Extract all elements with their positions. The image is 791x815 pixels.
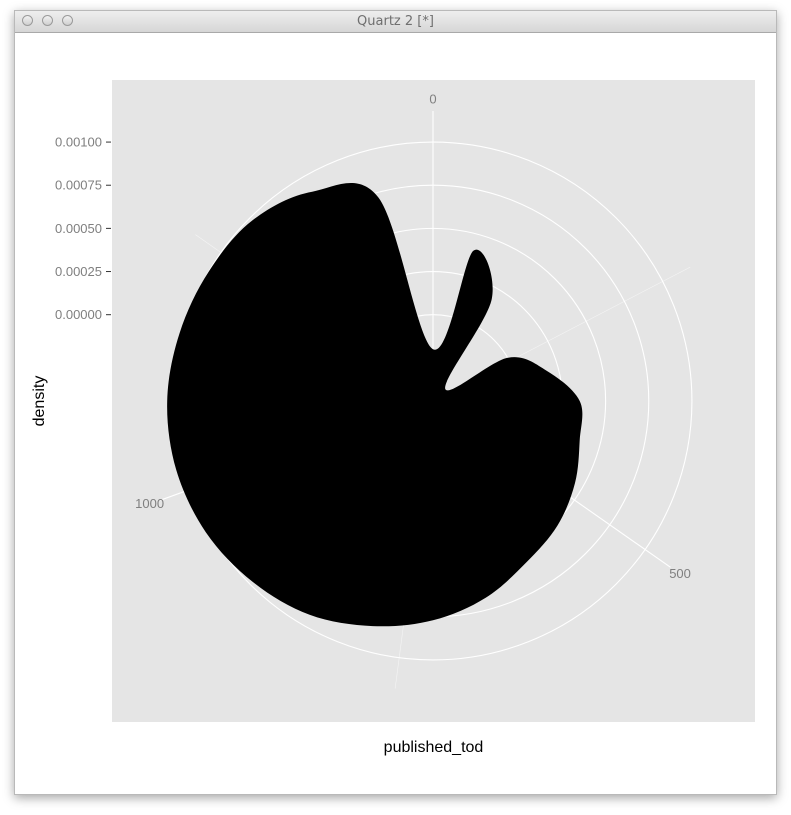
theta-tick-label: 0 (429, 91, 436, 106)
theta-tick-label: 1000 (135, 496, 164, 511)
r-tick-label: 0.00025 (55, 264, 102, 279)
y-axis-title: density (31, 376, 48, 427)
close-window-button[interactable] (22, 15, 33, 26)
r-tick-label: 0.00000 (55, 307, 102, 322)
r-tick-label: 0.00050 (55, 221, 102, 236)
window-title: Quartz 2 [*] (357, 14, 434, 29)
title-bar[interactable]: Quartz 2 [*] (15, 11, 776, 33)
density-area (167, 183, 583, 627)
theta-tick-label: 500 (669, 566, 691, 581)
x-axis-title: published_tod (384, 739, 484, 756)
r-tick-label: 0.00075 (55, 178, 102, 193)
zoom-window-button[interactable] (62, 15, 73, 26)
r-tick-label: 0.00100 (55, 135, 102, 150)
minimize-window-button[interactable] (42, 15, 53, 26)
